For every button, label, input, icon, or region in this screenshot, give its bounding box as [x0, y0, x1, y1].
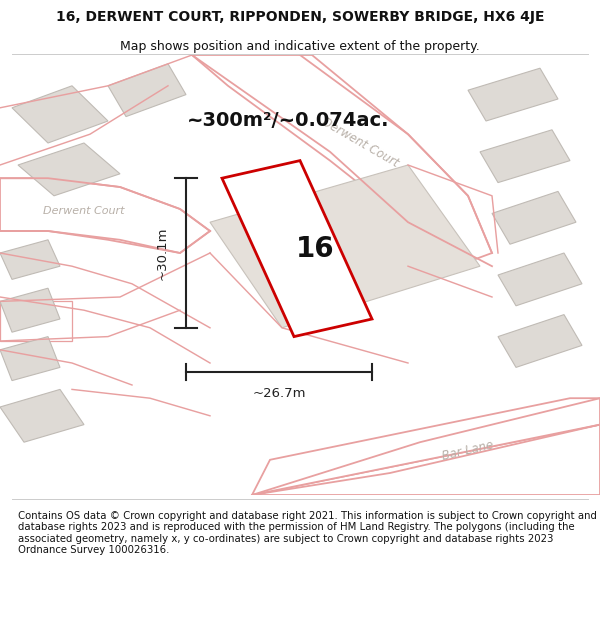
- Polygon shape: [492, 191, 576, 244]
- Polygon shape: [222, 161, 372, 337]
- Polygon shape: [108, 64, 186, 117]
- Polygon shape: [0, 240, 60, 279]
- Text: ~30.1m: ~30.1m: [155, 226, 169, 280]
- Polygon shape: [210, 165, 480, 328]
- Text: 16, DERWENT COURT, RIPPONDEN, SOWERBY BRIDGE, HX6 4JE: 16, DERWENT COURT, RIPPONDEN, SOWERBY BR…: [56, 10, 544, 24]
- Text: Derwent Court: Derwent Court: [43, 206, 125, 216]
- Polygon shape: [0, 178, 210, 253]
- Text: Map shows position and indicative extent of the property.: Map shows position and indicative extent…: [120, 39, 480, 52]
- Text: ~300m²/~0.074ac.: ~300m²/~0.074ac.: [187, 111, 389, 131]
- Polygon shape: [252, 424, 600, 495]
- Text: Derwent Court: Derwent Court: [319, 116, 401, 170]
- Text: ~26.7m: ~26.7m: [252, 388, 306, 400]
- Text: Bar Lane: Bar Lane: [441, 439, 495, 463]
- Polygon shape: [18, 143, 120, 196]
- Polygon shape: [468, 68, 558, 121]
- Text: 16: 16: [296, 234, 334, 262]
- Polygon shape: [498, 253, 582, 306]
- Polygon shape: [0, 301, 72, 341]
- Polygon shape: [12, 86, 108, 143]
- Polygon shape: [252, 398, 600, 495]
- Polygon shape: [0, 389, 84, 442]
- Polygon shape: [192, 55, 492, 266]
- Polygon shape: [480, 130, 570, 182]
- Polygon shape: [0, 337, 60, 381]
- Text: Contains OS data © Crown copyright and database right 2021. This information is : Contains OS data © Crown copyright and d…: [18, 511, 597, 556]
- Polygon shape: [0, 288, 60, 332]
- Polygon shape: [498, 314, 582, 368]
